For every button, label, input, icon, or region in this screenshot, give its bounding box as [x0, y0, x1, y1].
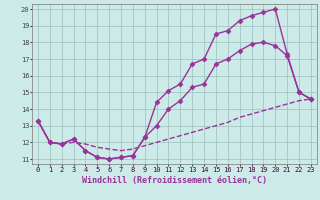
X-axis label: Windchill (Refroidissement éolien,°C): Windchill (Refroidissement éolien,°C) — [82, 176, 267, 185]
